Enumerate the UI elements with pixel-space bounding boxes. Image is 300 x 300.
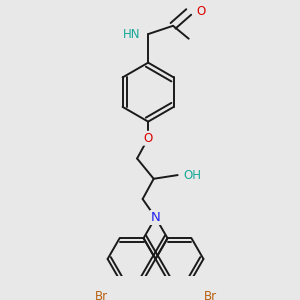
Text: HN: HN	[123, 28, 141, 40]
Text: Br: Br	[203, 290, 217, 300]
Text: Br: Br	[94, 290, 108, 300]
Text: OH: OH	[183, 169, 201, 182]
Text: N: N	[151, 211, 160, 224]
Text: O: O	[196, 5, 205, 19]
Text: O: O	[143, 132, 153, 145]
